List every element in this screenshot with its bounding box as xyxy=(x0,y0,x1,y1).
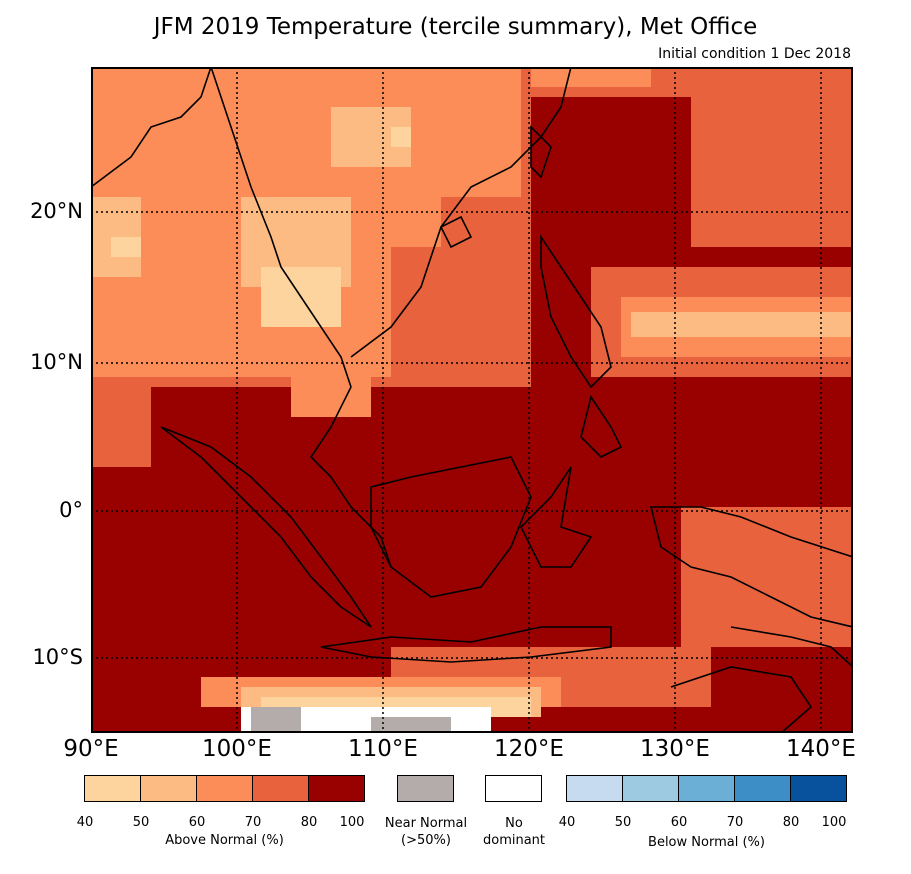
below-normal-caption: Below Normal (%) xyxy=(648,835,765,850)
lon-label-90e: 90°E xyxy=(63,736,119,762)
below-tick: 50 xyxy=(614,815,632,830)
above-normal-patches xyxy=(91,67,853,733)
above-swatch-40-50 xyxy=(84,775,141,802)
forecast-map xyxy=(91,67,853,733)
near-normal-line2: (>50%) xyxy=(401,833,451,848)
lon-label-140e: 140°E xyxy=(786,736,856,762)
near-normal-patch xyxy=(251,707,301,733)
map-frame xyxy=(91,67,853,733)
near-normal-line1: Near Normal xyxy=(384,816,468,831)
below-tick: 80 xyxy=(782,815,800,830)
near-normal-swatch xyxy=(397,775,454,802)
patch-60-70 xyxy=(291,377,371,417)
below-tick: 70 xyxy=(726,815,744,830)
below-tick: 100 xyxy=(821,815,847,830)
above-tick: 70 xyxy=(244,815,262,830)
below-swatch-80-100 xyxy=(790,775,847,802)
chart-title: JFM 2019 Temperature (tercile summary), … xyxy=(153,14,758,40)
above-tick: 40 xyxy=(76,815,94,830)
no-dominant-caption: No dominant xyxy=(466,815,562,849)
patch-60-70 xyxy=(441,67,521,197)
patch-50-60 xyxy=(631,312,851,337)
patch-40-50 xyxy=(391,127,411,147)
below-swatch-40-50 xyxy=(566,775,623,802)
above-normal-caption: Above Normal (%) xyxy=(165,833,284,848)
lon-label-100e: 100°E xyxy=(202,736,272,762)
below-tick: 60 xyxy=(670,815,688,830)
lon-label-120e: 120°E xyxy=(494,736,564,762)
lat-label-10n: 10°N xyxy=(30,350,83,374)
coastlines xyxy=(91,67,853,733)
patch-60-70 xyxy=(531,67,651,87)
lon-label-110e: 110°E xyxy=(348,736,418,762)
above-tick: 100 xyxy=(339,815,365,830)
above-tick: 50 xyxy=(132,815,150,830)
above-swatch-80-100 xyxy=(308,775,365,802)
above-tick: 80 xyxy=(300,815,318,830)
near-normal-patch xyxy=(371,717,451,733)
initial-condition-label: Initial condition 1 Dec 2018 xyxy=(658,46,851,62)
above-swatch-70-80 xyxy=(252,775,309,802)
no-dominant-line2: dominant xyxy=(482,833,546,848)
patch-40-50 xyxy=(111,237,141,257)
patch-70-80 xyxy=(681,507,853,647)
near-normal-caption: Near Normal (>50%) xyxy=(366,815,486,849)
patch-70-80 xyxy=(691,97,853,247)
above-swatch-60-70 xyxy=(196,775,253,802)
no-dominant-swatch xyxy=(485,775,542,802)
above-tick: 60 xyxy=(188,815,206,830)
below-swatch-60-70 xyxy=(678,775,735,802)
lat-label-equator: 0° xyxy=(59,498,83,522)
below-swatch-70-80 xyxy=(734,775,791,802)
patch-70-80 xyxy=(91,387,151,467)
lat-label-10s: 10°S xyxy=(32,645,83,669)
below-tick: 40 xyxy=(558,815,576,830)
above-swatch-50-60 xyxy=(140,775,197,802)
lat-label-20n: 20°N xyxy=(30,199,83,223)
no-dominant-line1: No xyxy=(505,816,523,831)
lon-label-130e: 130°E xyxy=(640,736,710,762)
below-swatch-50-60 xyxy=(622,775,679,802)
graticule xyxy=(91,67,853,733)
